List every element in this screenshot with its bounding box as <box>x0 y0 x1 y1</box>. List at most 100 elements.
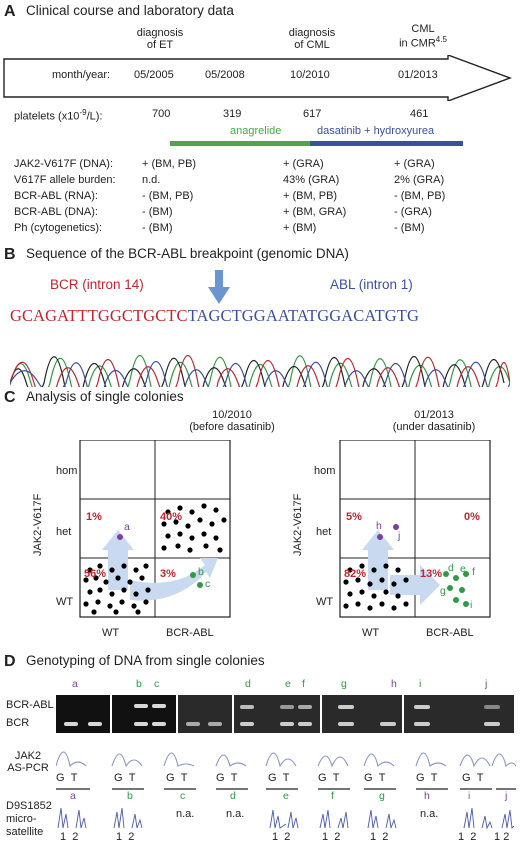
grid1-colony-c <box>197 582 203 588</box>
panel-a-letter: A <box>4 3 16 20</box>
grid1-label-c: c <box>205 578 211 590</box>
grid2-label-j: j <box>398 530 401 542</box>
therapy-dasatinib-label: dasatinib + hydroxyurea <box>317 125 435 137</box>
grid1-het-bcr-pct: 40% <box>160 511 183 523</box>
grid2-green-colonies <box>443 571 469 607</box>
ms-sample-b: b <box>127 790 133 802</box>
grid2-het-bcr-pct: 0% <box>464 511 480 523</box>
ms-alleles-g: 1 2 <box>370 831 389 843</box>
grid2-chart <box>339 440 491 618</box>
grid2-label-g: g <box>440 585 446 597</box>
panel-b-letter: B <box>4 246 16 263</box>
grid2-label-i: i <box>470 599 473 611</box>
grid2-label-f: f <box>472 566 475 578</box>
panel-d-letter: D <box>4 653 16 670</box>
grid1-ytick-het: het <box>56 526 72 538</box>
panel-c-title: Analysis of single colonies <box>26 389 184 404</box>
gel-sample-f: f <box>302 678 305 690</box>
ms-na-d: n.a. <box>226 808 245 820</box>
grid2-label-d: d <box>448 562 454 574</box>
event-diagnosis-cml: diagnosis of CML <box>288 27 336 51</box>
grid1-chart <box>79 440 231 618</box>
ms-alleles-b: 1 2 <box>116 831 135 843</box>
ms-sample-a: a <box>70 790 76 802</box>
grid2-wt-wt-dots <box>343 563 409 611</box>
grid1-colony-a <box>117 534 123 540</box>
gel-sample-j: j <box>485 678 488 690</box>
gel-sample-h: h <box>391 678 397 690</box>
grid1-wt-bcr-pct: 3% <box>160 568 176 580</box>
ms-sample-g: g <box>379 790 385 802</box>
platelets-2: 319 <box>223 108 242 120</box>
gel-sample-c: c <box>154 678 160 690</box>
ms-sample-h: h <box>424 790 430 802</box>
gel-2 <box>112 695 176 733</box>
gel-4 <box>234 695 320 733</box>
timeline-arrow <box>3 55 513 101</box>
abl-intron-label: ABL (intron 1) <box>330 277 413 292</box>
panel-b-title: Sequence of the BCR-ABL breakpoint (geno… <box>26 246 349 261</box>
ms-alleles-i: 1 2 <box>458 831 477 843</box>
jak2-alleles-5: G T <box>268 772 290 784</box>
grid1-wt-wt-pct: 56% <box>84 568 107 580</box>
grid2-xtick-bcr: BCR-ABL <box>426 627 474 639</box>
ms-alleles-j: 1 2 <box>494 831 510 843</box>
ms-na-c: n.a. <box>176 808 195 820</box>
grid1-label-a: a <box>124 521 130 533</box>
grid2-xtick-wt: WT <box>362 627 380 639</box>
date-1: 05/2005 <box>134 69 174 81</box>
gel-sample-i: i <box>419 678 422 690</box>
jak2-alleles-7: G T <box>364 772 386 784</box>
abl-sequence: TAGCTGGAATATGGACATGTG <box>187 306 419 325</box>
jak2-alleles-2: G T <box>114 772 136 784</box>
microsatellite-traces <box>57 807 515 830</box>
lab-col-2005: + (BM, PB) n.d. - (BM, PB) - (BM) - (BM) <box>142 158 197 234</box>
chromatogram <box>10 355 510 387</box>
gel-sample-a: a <box>72 678 78 690</box>
ms-alleles-a: 1 2 <box>60 831 79 843</box>
grid1-colony-b <box>190 572 196 578</box>
grid2-wt-bcr-pct: 13% <box>420 568 443 580</box>
grid1-ytick-wt: WT <box>56 596 74 608</box>
gel-5 <box>322 695 402 733</box>
grid1-label-b: b <box>198 566 204 578</box>
breakpoint-sequence: GCAGATTTGGCTGCTCTAGCTGGAATATGGACATGTG <box>10 306 419 326</box>
microsatellite-label: D9S1852 micro-satellite <box>6 800 52 838</box>
sample-underlines <box>56 788 516 790</box>
ms-sample-e: e <box>283 790 289 802</box>
gel-label-bcr: BCR <box>6 717 30 729</box>
jak2-alleles-1: G T <box>56 772 78 784</box>
grid2-label-h: h <box>376 520 382 532</box>
ms-sample-c: c <box>180 790 186 802</box>
grid2-label-e: e <box>460 563 466 575</box>
platelets-3: 617 <box>303 108 322 120</box>
grid1-xtick-wt: WT <box>102 627 120 639</box>
panel-d-title: Genotyping of DNA from single colonies <box>26 653 265 668</box>
gel-sample-g: g <box>341 678 347 690</box>
ms-sample-j: j <box>505 790 508 802</box>
grid1-caption: 10/2010 (before dasatinib) <box>189 409 275 433</box>
grid1-het-bcr-dots <box>161 503 227 553</box>
gel-sample-d: d <box>245 678 251 690</box>
platelets-label: platelets (x10-9/L): <box>14 108 103 123</box>
grid2-y-axis-label: JAK2-V617F <box>292 493 304 556</box>
ms-sample-i: i <box>468 790 471 802</box>
jak2-alleles-8: G T <box>416 772 438 784</box>
bcr-intron-label: BCR (intron 14) <box>50 277 144 292</box>
ms-na-h: n.a. <box>420 808 439 820</box>
gel-sample-b: b <box>136 678 142 690</box>
grid2-caption: 01/2013 (under dasatinib) <box>392 409 476 433</box>
gel-1 <box>56 695 110 733</box>
event-cml-cmr: CML in CMR4.5 <box>399 23 447 50</box>
therapy-anagrelide-label: anagrelide <box>230 125 282 137</box>
bcr-sequence: GCAGATTTGGCTGCTC <box>10 306 188 325</box>
gel-3 <box>178 695 232 733</box>
month-year-label: month/year: <box>52 69 111 81</box>
lab-col-2010: + (GRA) 43% (GRA) + (BM, PB) + (BM, GRA) + (… <box>283 158 347 234</box>
jak2-alleles-3: G T <box>166 772 188 784</box>
grid2-het-wt-pct: 5% <box>346 511 362 523</box>
event-diagnosis-et: diagnosis of ET <box>136 27 184 51</box>
grid2-wt-wt-pct: 82% <box>344 568 367 580</box>
lab-row-labels: JAK2-V617F (DNA): V617F allele burden: BCR… <box>14 158 116 234</box>
grid1-xtick-bcr: BCR-ABL <box>166 627 214 639</box>
